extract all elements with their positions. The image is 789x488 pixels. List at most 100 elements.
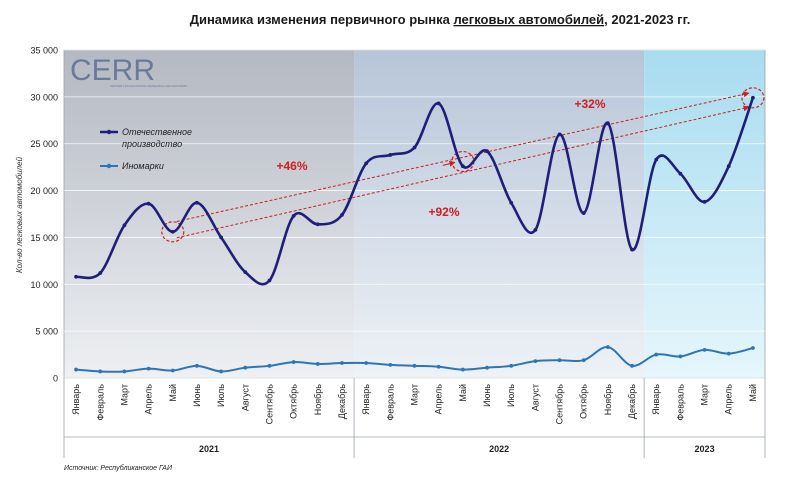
point-domestic-25 [678, 171, 683, 176]
x-tick-label: Декабрь [337, 384, 347, 419]
point-domestic-6 [219, 235, 224, 240]
point-foreign-15 [436, 364, 441, 369]
annotation-plus-92: +92% [428, 205, 459, 219]
x-tick-label: Июль [506, 384, 516, 407]
point-foreign-11 [340, 361, 344, 365]
year-bg-2022 [354, 50, 645, 378]
point-domestic-16 [460, 164, 465, 169]
point-foreign-16 [460, 367, 465, 372]
point-foreign-14 [412, 363, 417, 368]
year-backgrounds [63, 49, 766, 379]
point-domestic-13 [388, 153, 393, 157]
chart-title: Динамика изменения первичного рынка легк… [190, 12, 691, 27]
y-tick-label: 10 000 [30, 280, 58, 290]
year-label-2022: 2022 [489, 444, 509, 454]
point-domestic-7 [243, 270, 248, 275]
point-domestic-12 [364, 161, 369, 166]
highlight-circle-0 [161, 221, 185, 243]
series-group [74, 95, 755, 374]
point-foreign-20 [557, 358, 562, 363]
trend-arrow-mid [442, 160, 456, 167]
point-foreign-8 [267, 363, 272, 368]
point-domestic-14 [412, 145, 417, 150]
cerr-logo-tagline: CENTER FOR ECONOMIC RESEARCH AND REFORMS [110, 84, 187, 88]
x-tick-label: Март [119, 384, 129, 406]
point-domestic-15 [436, 101, 441, 106]
point-domestic-26 [702, 199, 707, 204]
point-foreign-28 [751, 346, 755, 350]
annotation-plus-32: +32% [574, 97, 605, 111]
point-domestic-20 [557, 132, 562, 137]
y-axis-label: Кол-во легковых автомобилей [15, 156, 24, 273]
point-domestic-24 [654, 157, 659, 162]
point-domestic-5 [195, 200, 199, 205]
x-tick-label: Март [700, 384, 710, 406]
y-axis-ticks: 0 5 000 10 000 15 000 20 000 25 000 30 000 35 0… [30, 46, 58, 384]
legend-label-domestic: Отечественное производство [122, 127, 195, 149]
legend-dot-foreign [106, 163, 112, 169]
point-foreign-4 [170, 368, 175, 373]
x-tick-label: Апрель [144, 384, 154, 415]
point-foreign-1 [98, 369, 103, 374]
year-bg-2023 [644, 50, 765, 378]
x-tick-label: Июнь [482, 384, 492, 407]
x-tick-label: Август [240, 384, 250, 411]
x-tick-label: Апрель [724, 384, 734, 415]
trend-line-lower [176, 105, 750, 239]
point-foreign-3 [146, 366, 151, 371]
point-domestic-21 [581, 211, 586, 215]
point-domestic-9 [291, 213, 296, 218]
x-tick-label: Май [168, 384, 178, 402]
point-foreign-25 [678, 354, 683, 359]
point-foreign-22 [605, 345, 610, 349]
point-domestic-23 [630, 247, 634, 252]
point-foreign-7 [243, 365, 248, 370]
x-tick-label: Октябрь [289, 384, 299, 419]
y-tick-label: 15 000 [30, 233, 58, 243]
x-tick-label: Январь [71, 384, 81, 415]
y-tick-label: 25 000 [30, 139, 58, 149]
year-label-2021: 2021 [199, 444, 219, 454]
y-tick-label: 30 000 [30, 92, 58, 102]
point-foreign-2 [122, 369, 127, 374]
x-tick-label: Июнь [192, 384, 202, 407]
x-tick-label: Январь [361, 384, 371, 415]
x-tick-label: Май [458, 384, 468, 402]
highlight-circle-2 [741, 87, 765, 109]
point-domestic-3 [146, 201, 151, 206]
point-foreign-9 [291, 360, 296, 364]
legend-dot-domestic [106, 129, 112, 135]
x-tick-label: Февраль [675, 384, 685, 421]
point-foreign-18 [509, 363, 514, 368]
x-tick-label: Февраль [95, 384, 105, 421]
point-domestic-28 [751, 95, 755, 100]
point-foreign-27 [726, 351, 731, 356]
source-note: Источник: Республиканское ГАИ [64, 464, 173, 472]
point-domestic-2 [122, 223, 127, 228]
point-foreign-19 [533, 359, 538, 364]
x-tick-label: Апрель [434, 384, 444, 415]
trend-line-upper [176, 91, 750, 222]
point-domestic-4 [170, 229, 175, 234]
gridlines [64, 49, 765, 379]
y-tick-label: 5 000 [35, 327, 58, 337]
point-domestic-1 [98, 271, 103, 275]
x-tick-label: Февраль [385, 384, 395, 421]
point-foreign-26 [702, 347, 707, 352]
legend-label-foreign: Иномарки [122, 161, 164, 171]
point-foreign-13 [388, 362, 393, 367]
cerr-logo-text: CERR [70, 54, 155, 87]
y-tick-label: 35 000 [30, 46, 58, 56]
x-tick-label: Сентябрь [264, 384, 274, 425]
x-tick-label: Декабрь [627, 384, 637, 419]
point-domestic-11 [340, 213, 344, 217]
point-foreign-24 [654, 352, 659, 357]
point-foreign-10 [315, 362, 320, 366]
x-tick-label: Ноябрь [603, 384, 613, 416]
point-domestic-17 [485, 149, 489, 154]
x-tick-label: Сентябрь [555, 384, 565, 425]
y-tick-label: 0 [53, 374, 58, 384]
point-domestic-22 [605, 121, 610, 125]
x-tick-label: Март [410, 384, 420, 406]
